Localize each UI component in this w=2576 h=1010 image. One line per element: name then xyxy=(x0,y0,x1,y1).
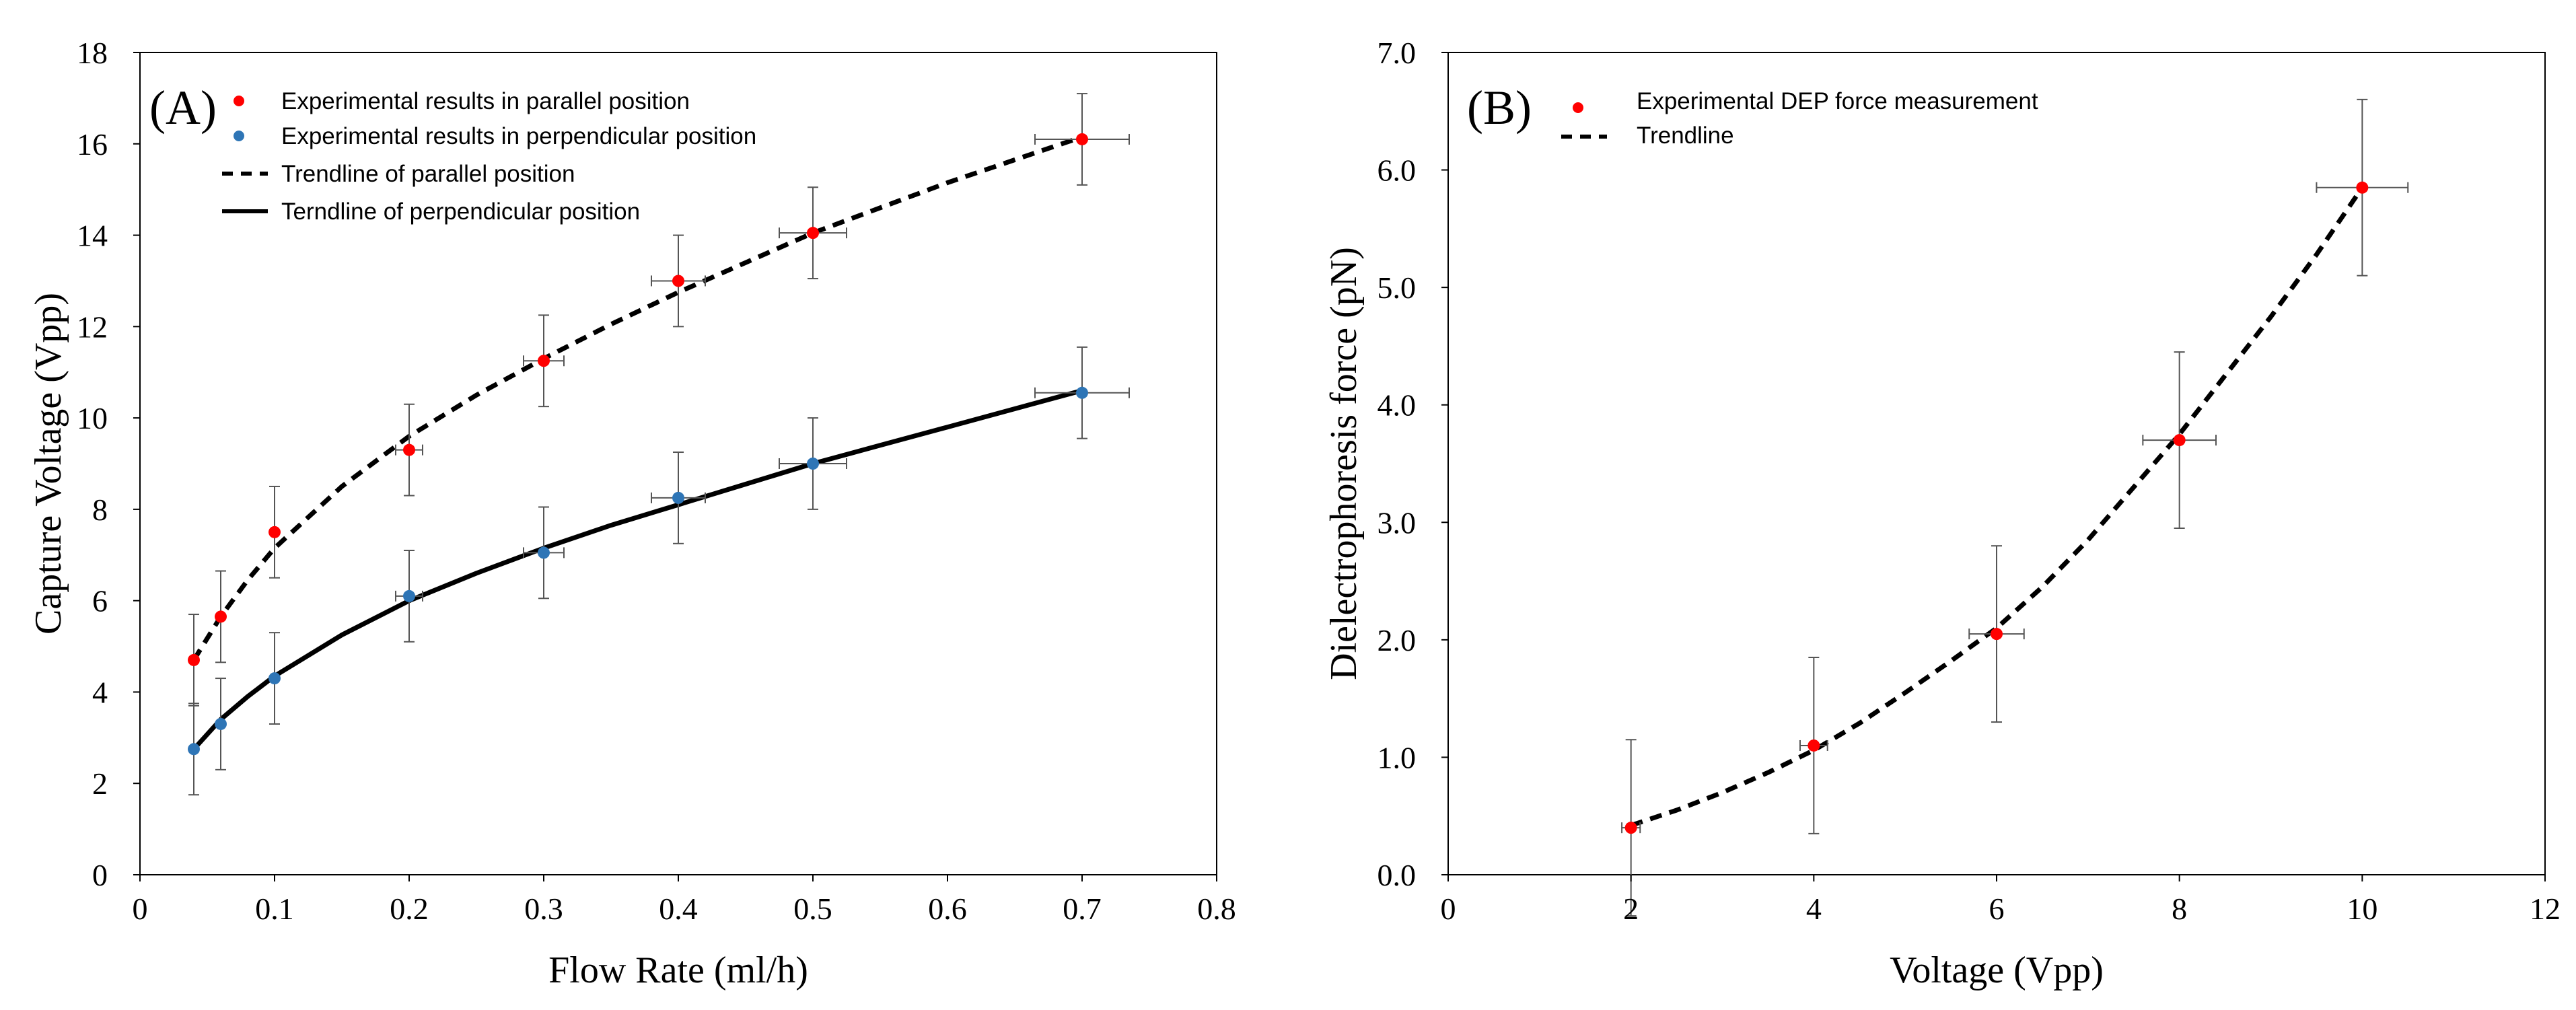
x-tick-label-b: 12 xyxy=(2530,892,2561,926)
plot-marks-b xyxy=(1621,98,2409,917)
y-tick-label-a: 0 xyxy=(92,858,108,892)
data-point-a-0-5 xyxy=(672,275,684,287)
y-axis-title-a: Capture Voltage (Vpp) xyxy=(28,293,69,635)
data-point-a-0-1 xyxy=(215,610,227,623)
legend-label-parallel-trend: Trendline of parallel position xyxy=(281,161,575,187)
data-point-a-1-0 xyxy=(188,743,200,756)
y-tick-label-a: 2 xyxy=(92,766,108,801)
x-tick-label-a: 0.2 xyxy=(390,892,429,926)
data-point-a-1-5 xyxy=(672,491,684,504)
panel-label-a: (A) xyxy=(149,81,217,135)
data-point-b-0-2 xyxy=(1991,628,2003,641)
data-point-a-1-6 xyxy=(807,458,819,470)
x-tick-label-a: 0.5 xyxy=(793,892,832,926)
legend-label-perpendicular-trend: Terndline of perpendicular position xyxy=(281,199,640,225)
y-tick-label-a: 16 xyxy=(77,127,108,161)
trendline-b-1 xyxy=(1630,186,2365,828)
data-point-b-0-3 xyxy=(2173,434,2186,447)
y-tick-label-b: 2.0 xyxy=(1378,623,1417,657)
axis-ticks-a: 0 0.1 0.2 0.3 0.4 0.5 0.6 0.7 0.8 0 2 4 6 8 10 12 14 16 18 xyxy=(77,36,1236,926)
x-axis-title-b: Voltage (Vpp) xyxy=(1890,949,2104,991)
data-point-a-1-2 xyxy=(269,672,281,685)
plot-marks-a xyxy=(188,93,1130,796)
x-tick-label-a: 0.6 xyxy=(928,892,967,926)
legend-a: Experimental results in parallel positio… xyxy=(222,88,756,225)
data-point-a-0-0 xyxy=(188,653,200,666)
data-point-a-0-3 xyxy=(403,443,415,456)
y-tick-label-b: 7.0 xyxy=(1378,36,1417,70)
chart-b: 0 2 4 6 8 10 12 0.0 1.0 2.0 3.0 4.0 5.0 6.0 7.0 (B) Vo… xyxy=(1323,36,2561,991)
legend-b: Experimental DEP force measurement Trend… xyxy=(1561,88,2038,149)
y-tick-label-a: 12 xyxy=(77,310,108,344)
y-tick-label-a: 18 xyxy=(77,36,108,70)
x-tick-label-a: 0.4 xyxy=(659,892,698,926)
data-point-b-0-0 xyxy=(1624,822,1637,834)
legend-marker-parallel xyxy=(234,96,244,106)
data-point-a-1-1 xyxy=(215,717,227,730)
y-tick-label-a: 6 xyxy=(92,584,108,618)
y-tick-label-a: 14 xyxy=(77,219,108,253)
data-point-b-0-1 xyxy=(1808,739,1820,752)
y-tick-label-a: 10 xyxy=(77,401,108,435)
legend-label-parallel: Experimental results in parallel positio… xyxy=(281,88,690,114)
y-tick-label-b: 1.0 xyxy=(1378,740,1417,774)
x-tick-label-b: 0 xyxy=(1441,892,1456,926)
y-tick-label-b: 4.0 xyxy=(1378,388,1417,423)
axis-ticks-b: 0 2 4 6 8 10 12 0.0 1.0 2.0 3.0 4.0 5.0 6.0 7.0 xyxy=(1378,36,2561,926)
trendline-a-2 xyxy=(192,135,1083,661)
x-tick-label-a: 0.1 xyxy=(255,892,294,926)
x-tick-label-b: 10 xyxy=(2347,892,2377,926)
data-point-a-0-4 xyxy=(538,355,550,367)
chart-a: 0 0.1 0.2 0.3 0.4 0.5 0.6 0.7 0.8 0 2 4 6 8 10 12 14 16 18… xyxy=(28,36,1236,991)
legend-label-perpendicular: Experimental results in perpendicular po… xyxy=(281,123,756,149)
legend-label-dep: Experimental DEP force measurement xyxy=(1637,88,2038,114)
x-tick-label-a: 0.7 xyxy=(1063,892,1102,926)
data-point-a-0-6 xyxy=(807,227,819,240)
y-tick-label-b: 0.0 xyxy=(1378,858,1417,892)
y-tick-label-a: 8 xyxy=(92,493,108,527)
panel-label-b: (B) xyxy=(1467,81,1532,135)
legend-marker-perpendicular xyxy=(234,131,244,141)
x-tick-label-b: 6 xyxy=(1989,892,2005,926)
x-tick-label-b: 2 xyxy=(1623,892,1639,926)
data-point-b-0-4 xyxy=(2356,181,2369,194)
legend-label-trend: Trendline xyxy=(1637,122,1734,149)
trendline-a-3 xyxy=(192,388,1083,751)
x-tick-label-b: 4 xyxy=(1806,892,1822,926)
y-tick-label-a: 4 xyxy=(92,675,108,709)
data-point-a-0-2 xyxy=(269,526,281,538)
data-point-a-1-3 xyxy=(403,589,415,602)
x-axis-title-a: Flow Rate (ml/h) xyxy=(548,949,808,991)
y-tick-label-b: 6.0 xyxy=(1378,153,1417,188)
x-tick-label-a: 0.8 xyxy=(1197,892,1236,926)
x-tick-label-a: 0 xyxy=(133,892,148,926)
x-tick-label-b: 8 xyxy=(2172,892,2187,926)
data-point-a-1-4 xyxy=(538,546,550,559)
plot-area-b xyxy=(1447,52,2546,875)
legend-marker-dep xyxy=(1573,102,1583,113)
data-point-a-0-7 xyxy=(1076,133,1088,145)
y-tick-label-b: 3.0 xyxy=(1378,505,1417,540)
y-tick-label-b: 5.0 xyxy=(1378,270,1417,305)
data-point-a-1-7 xyxy=(1076,386,1088,399)
y-axis-title-b: Dielectrophoresis force (pN) xyxy=(1323,247,1365,680)
x-tick-label-a: 0.3 xyxy=(524,892,563,926)
